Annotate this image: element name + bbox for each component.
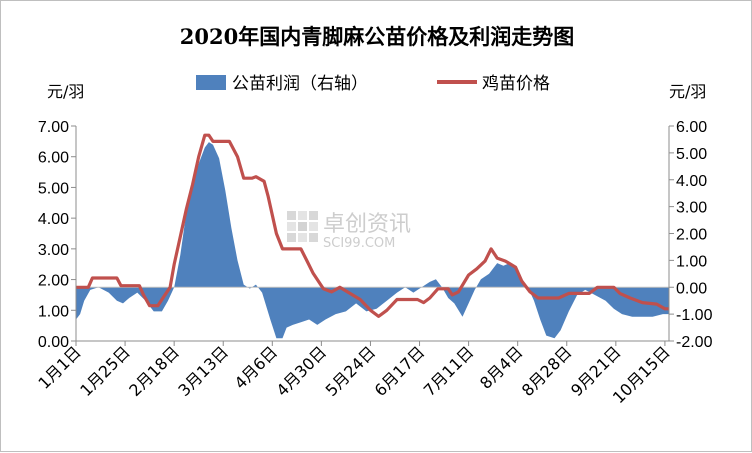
x-tick-label: 5月24日 [322,342,380,400]
right-tick-label: 5.00 [676,146,707,163]
x-tick-label: 3月13日 [174,342,232,400]
left-tick-label: 7.00 [38,119,69,136]
legend: 公苗利润（右轴） 鸡苗价格 [196,74,550,94]
x-tick-label: 4月30日 [273,342,331,400]
right-tick-label: -1.00 [676,307,713,324]
left-axis: 0.00 1.00 2.00 3.00 4.00 5.00 6.00 7.00 [38,119,77,351]
right-tick-label: 2.00 [676,227,707,244]
x-tick-label: 1月25日 [76,342,134,400]
legend-label-price: 鸡苗价格 [482,74,550,94]
right-tick-label: -2.00 [676,334,713,351]
right-tick-label: 3.00 [676,200,707,217]
right-tick-label: 1.00 [676,253,707,270]
right-axis: -2.00 -1.00 0.00 1.00 2.00 3.00 4.00 5.00 6.00 [668,119,713,351]
chart-title: 2020年国内青脚麻公苗价格及利润走势图 [180,24,574,49]
x-tick-label: 8月28日 [518,342,576,400]
left-tick-label: 6.00 [38,150,69,167]
left-tick-label: 5.00 [38,180,69,197]
left-tick-label: 2.00 [38,273,69,290]
right-tick-label: 0.00 [676,280,707,297]
left-tick-label: 1.00 [38,303,69,320]
watermark-logo-icon [287,211,318,242]
left-tick-label: 3.00 [38,242,69,259]
right-axis-unit: 元/羽 [669,82,706,101]
x-tick-label: 2月18日 [125,342,183,400]
series-profit-area [76,142,669,339]
watermark-main: 卓创资讯 [323,212,411,237]
x-axis: 1月1日1月25日2月18日3月13日4月6日4月30日5月24日6月17日7月… [34,340,674,407]
right-tick-label: 6.00 [676,119,707,136]
x-tick-label: 7月11日 [420,342,478,400]
legend-swatch-profit [196,75,226,90]
x-tick-label: 6月17日 [371,342,429,400]
left-tick-label: 4.00 [38,211,69,228]
left-tick-label: 0.00 [38,334,69,351]
legend-label-profit: 公苗利润（右轴） [232,74,368,94]
watermark-sub: SCI99.COM [323,236,395,251]
left-axis-unit: 元/羽 [47,82,84,101]
series-price-line [76,133,669,318]
right-tick-label: 4.00 [676,173,707,190]
watermark: 卓创资讯 SCI99.COM [287,211,411,251]
plot-area [76,133,669,339]
